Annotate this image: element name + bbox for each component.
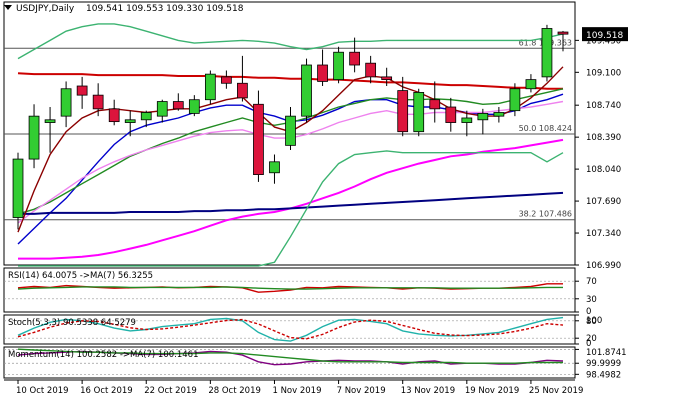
y-tick-label: 101.8741 <box>586 348 627 358</box>
x-tick-label: 25 Nov 2019 <box>529 386 583 396</box>
candle-bullish <box>12 158 24 218</box>
candle-bearish <box>429 99 441 110</box>
momentum-line-1 <box>17 348 563 364</box>
candle-bullish <box>285 115 296 146</box>
candle-bullish <box>28 115 40 160</box>
indicator-line-7 <box>17 23 564 60</box>
x-tick-label: 28 Oct 2019 <box>208 386 261 396</box>
y-tick-label: 108.390 <box>586 133 621 143</box>
y-tick-label: 30 <box>586 295 597 305</box>
candle-bullish <box>461 117 473 123</box>
candle-bullish <box>124 119 136 123</box>
y-tick-label: 109.450 <box>586 36 621 46</box>
candle-bullish <box>333 51 344 81</box>
y-tick-label: 109.100 <box>586 68 621 78</box>
candle-bearish <box>76 85 88 96</box>
y-tick-label: 70 <box>586 277 597 287</box>
candle-bullish <box>204 73 216 101</box>
panel-frame-3 <box>3 346 576 379</box>
candle-bullish <box>301 64 312 117</box>
x-tick-label: 16 Oct 2019 <box>80 386 133 396</box>
panel-frame-0 <box>3 1 576 266</box>
momentum-label: Momentum(14) 100.2582 ->MA(7) 100.1461 <box>8 350 198 360</box>
candle-bearish <box>253 103 264 175</box>
y-tick-label: 0 <box>586 307 591 317</box>
candle-bullish <box>525 79 537 90</box>
candle-bearish <box>92 94 104 110</box>
panel-frame-2 <box>3 314 576 345</box>
y-tick-label: 80 <box>586 317 597 327</box>
ohlc-label: 109.541 109.553 109.330 109.518 <box>86 4 244 14</box>
indicator-line-5 <box>18 191 564 215</box>
candle-bearish <box>317 64 328 82</box>
candle-bearish <box>221 76 232 84</box>
y-tick-label: 0 <box>586 339 591 349</box>
rsi-label: RSI(14) 64.0075 ->MA(7) 56.3255 <box>8 271 153 281</box>
candle-bearish <box>381 76 393 81</box>
indicator-line-8 <box>18 150 564 267</box>
candle-bullish <box>493 112 505 117</box>
candle-bearish <box>349 51 360 66</box>
stochastic-label: Stoch(5,3,3) 90.5338 64.5279 <box>8 318 136 328</box>
candle-bearish <box>445 106 457 123</box>
candle-bullish <box>477 113 489 121</box>
candle-bearish <box>172 101 184 110</box>
x-tick-label: 1 Nov 2019 <box>272 386 321 396</box>
y-tick-label: 98.4982 <box>586 370 621 380</box>
indicator-line-0 <box>17 72 563 90</box>
candle-bearish <box>237 82 248 99</box>
candle-bullish <box>44 119 56 123</box>
fib-level-label: 38.2 107.486 <box>519 210 572 219</box>
candle-bullish <box>156 101 168 117</box>
y-tick-label: 99.9999 <box>586 359 621 369</box>
candle-bullish <box>413 92 425 133</box>
symbol-arrow-icon <box>4 5 12 10</box>
y-tick-label: 107.690 <box>586 197 621 207</box>
candle-bullish <box>188 99 200 114</box>
candle-bearish <box>365 62 377 78</box>
y-tick-label: 108.040 <box>586 165 621 175</box>
last-price-box <box>582 27 628 42</box>
y-tick-label: 100 <box>586 316 602 326</box>
y-tick-label: 20 <box>586 334 597 344</box>
x-tick-label: 10 Oct 2019 <box>16 386 69 396</box>
y-tick-label: 108.740 <box>586 101 621 111</box>
candle-bullish <box>140 112 152 121</box>
rsi-line-1 <box>17 286 563 290</box>
y-tick-label: 106.990 <box>586 261 621 271</box>
candle-bearish <box>108 108 120 123</box>
stochastic-line-1 <box>17 318 564 340</box>
candle-bearish <box>397 90 409 133</box>
last-price-label: 109.518 <box>586 31 623 41</box>
candle-bearish <box>557 31 569 35</box>
x-tick-label: 13 Nov 2019 <box>401 386 455 396</box>
candle-bullish <box>60 88 72 117</box>
candle-bullish <box>269 161 280 174</box>
candle-bullish <box>509 88 521 112</box>
x-tick-label: 22 Oct 2019 <box>144 386 197 396</box>
symbol-label: USDJPY,Daily <box>16 4 75 14</box>
candle-bullish <box>541 28 553 78</box>
x-tick-label: 7 Nov 2019 <box>337 386 386 396</box>
panel-frame-1 <box>3 267 576 313</box>
x-tick-label: 19 Nov 2019 <box>465 386 519 396</box>
y-tick-label: 107.340 <box>586 229 621 239</box>
fib-level-label: 50.0 108.424 <box>519 124 572 133</box>
